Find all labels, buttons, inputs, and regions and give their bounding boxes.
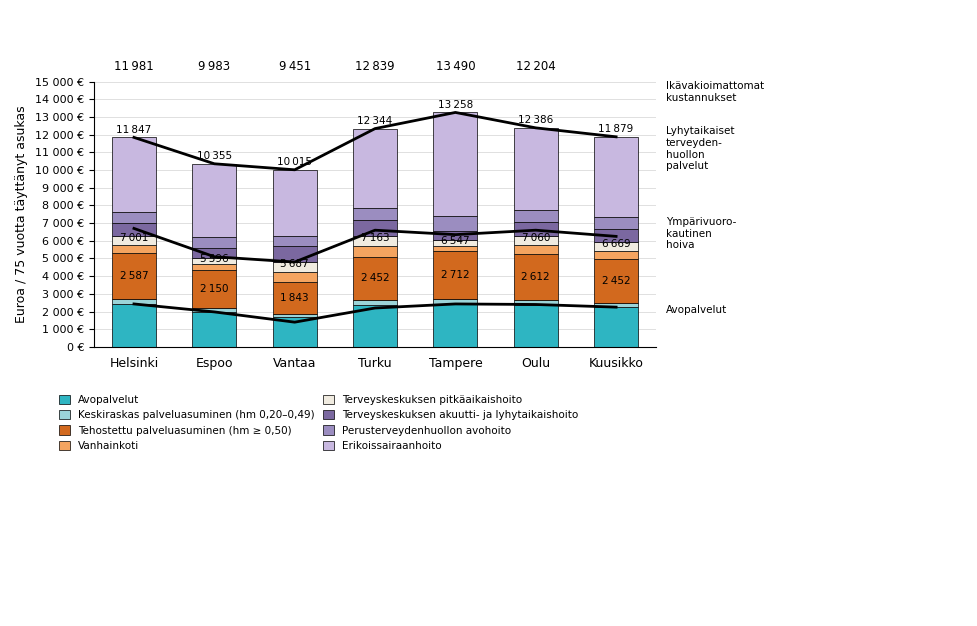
- Text: 7 001: 7 001: [119, 233, 148, 244]
- Bar: [111, 254, 156, 299]
- Bar: [111, 245, 156, 254]
- Bar: [273, 282, 317, 314]
- Bar: [593, 303, 638, 307]
- Bar: [353, 208, 397, 220]
- Bar: [433, 245, 477, 251]
- Text: 7 060: 7 060: [521, 233, 549, 243]
- Bar: [513, 254, 557, 300]
- Bar: [273, 247, 317, 262]
- Bar: [353, 305, 397, 347]
- Bar: [593, 259, 638, 303]
- Text: 10 355: 10 355: [196, 151, 232, 161]
- Bar: [111, 237, 156, 245]
- Bar: [433, 231, 477, 240]
- Text: 7 163: 7 163: [361, 233, 389, 244]
- Bar: [192, 258, 236, 264]
- Bar: [273, 262, 317, 272]
- Bar: [593, 307, 638, 347]
- Text: 2 150: 2 150: [200, 284, 229, 294]
- Text: 1 843: 1 843: [280, 293, 309, 303]
- Bar: [353, 247, 397, 257]
- Bar: [111, 212, 156, 223]
- Bar: [192, 270, 236, 308]
- Bar: [513, 300, 557, 305]
- Text: 12 839: 12 839: [355, 60, 395, 73]
- Bar: [111, 304, 156, 347]
- Text: 9 983: 9 983: [198, 60, 231, 73]
- Text: Lyhytaikaiset
terveyden-
huollon
palvelut: Lyhytaikaiset terveyden- huollon palvelu…: [665, 126, 734, 172]
- Text: 13 258: 13 258: [438, 100, 473, 110]
- Bar: [192, 264, 236, 270]
- Bar: [353, 128, 397, 208]
- Bar: [353, 236, 397, 247]
- Bar: [353, 220, 397, 236]
- Bar: [593, 229, 638, 242]
- Bar: [273, 237, 317, 247]
- Bar: [593, 137, 638, 217]
- Bar: [111, 137, 156, 212]
- Bar: [273, 317, 317, 347]
- Bar: [513, 222, 557, 236]
- Text: 12 204: 12 204: [515, 60, 555, 73]
- Bar: [273, 314, 317, 317]
- Bar: [273, 170, 317, 237]
- Bar: [513, 210, 557, 222]
- Bar: [513, 305, 557, 347]
- Text: 11 879: 11 879: [598, 124, 633, 134]
- Bar: [273, 272, 317, 282]
- Bar: [192, 312, 236, 347]
- Text: 5 687: 5 687: [280, 259, 309, 269]
- Bar: [593, 217, 638, 229]
- Bar: [513, 128, 557, 210]
- Text: 13 490: 13 490: [435, 60, 475, 73]
- Bar: [192, 308, 236, 312]
- Text: 11 847: 11 847: [116, 125, 151, 135]
- Text: Ympärivuoro-
kautinen
hoiva: Ympärivuoro- kautinen hoiva: [665, 217, 736, 250]
- Bar: [433, 113, 477, 216]
- Bar: [433, 251, 477, 299]
- Text: 2 452: 2 452: [601, 276, 630, 286]
- Text: Ikävakioimattomat
kustannukset: Ikävakioimattomat kustannukset: [665, 81, 763, 103]
- Text: 2 452: 2 452: [361, 274, 389, 284]
- Bar: [192, 248, 236, 258]
- Bar: [593, 242, 638, 251]
- Text: 10 015: 10 015: [276, 157, 312, 167]
- Legend: Avopalvelut, Keskiraskas palveluasuminen (hm 0,20–0,49), Tehostettu palveluasumi: Avopalvelut, Keskiraskas palveluasuminen…: [60, 394, 577, 451]
- Bar: [353, 300, 397, 305]
- Text: 5 596: 5 596: [200, 254, 229, 264]
- Bar: [433, 299, 477, 304]
- Text: 11 981: 11 981: [114, 60, 153, 73]
- Bar: [192, 237, 236, 248]
- Text: 2 612: 2 612: [521, 272, 549, 282]
- Text: 12 344: 12 344: [357, 116, 392, 126]
- Bar: [513, 245, 557, 254]
- Bar: [593, 251, 638, 259]
- Bar: [433, 216, 477, 231]
- Text: 6 669: 6 669: [601, 239, 630, 249]
- Bar: [433, 304, 477, 347]
- Bar: [433, 240, 477, 245]
- Y-axis label: Euroa / 75 vuotta täyttänyt asukas: Euroa / 75 vuotta täyttänyt asukas: [15, 105, 28, 323]
- Text: 2 712: 2 712: [441, 270, 469, 280]
- Text: 9 451: 9 451: [278, 60, 311, 73]
- Text: 2 587: 2 587: [119, 271, 149, 281]
- Text: Avopalvelut: Avopalvelut: [665, 305, 727, 315]
- Bar: [192, 164, 236, 237]
- Text: 6 547: 6 547: [441, 236, 469, 246]
- Bar: [353, 257, 397, 300]
- Bar: [513, 236, 557, 245]
- Bar: [111, 299, 156, 304]
- Text: 12 386: 12 386: [518, 115, 553, 125]
- Bar: [111, 223, 156, 237]
